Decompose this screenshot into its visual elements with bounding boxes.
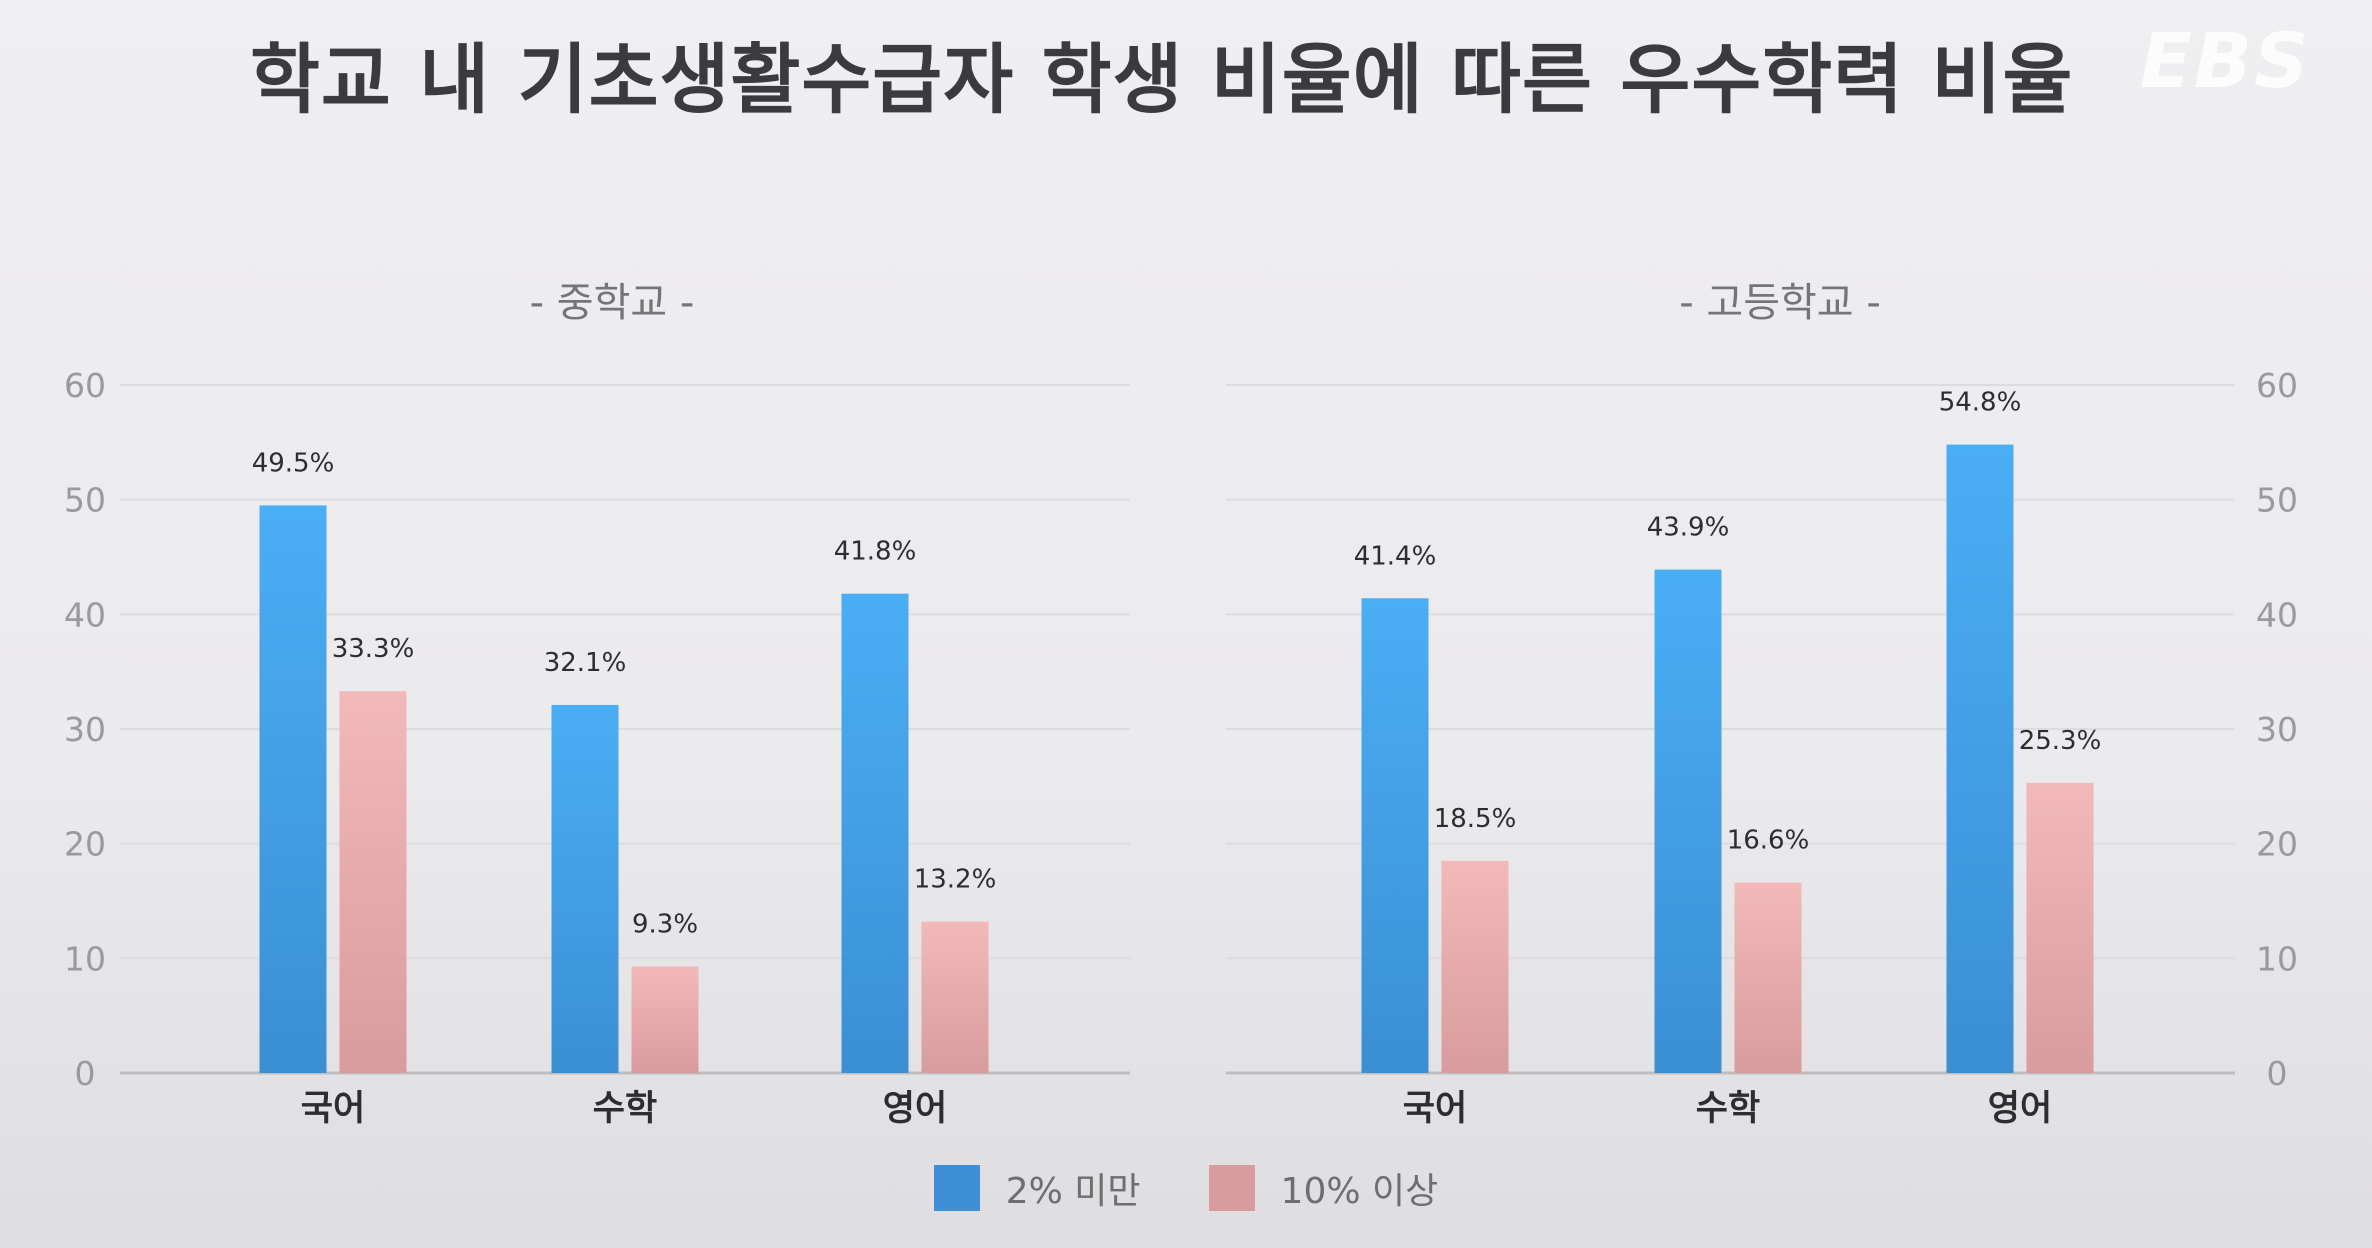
legend-swatch-pink — [1208, 1165, 1255, 1211]
bar-10pct-over — [921, 921, 989, 1073]
data-label: 9.3% — [632, 909, 698, 939]
data-label: 43.9% — [1647, 513, 1730, 543]
x-category-label: 수학 — [1696, 1089, 1760, 1129]
legend-label: 10% 이상 — [1280, 1171, 1439, 1212]
data-label: 18.5% — [1434, 804, 1517, 834]
bar-2pct-under — [259, 505, 327, 1073]
y-tick-label: 50 — [2256, 481, 2298, 520]
x-category-label: 영어 — [883, 1089, 947, 1129]
y-tick-label: 30 — [2256, 710, 2298, 749]
page-title: 학교 내 기초생활수급자 학생 비율에 따른 우수학력 비율 — [250, 35, 2074, 124]
data-label: 54.8% — [1939, 388, 2022, 418]
data-label: 32.1% — [544, 648, 627, 678]
data-label: 16.6% — [1727, 826, 1810, 856]
y-tick-label: 60 — [2256, 366, 2298, 405]
bar-2pct-under — [841, 593, 909, 1073]
data-label: 33.3% — [332, 634, 415, 664]
data-label: 41.8% — [834, 537, 917, 567]
data-label: 13.2% — [914, 865, 997, 895]
y-tick-label: 0 — [2267, 1054, 2288, 1093]
bar-10pct-over — [1441, 860, 1509, 1073]
y-tick-label: 20 — [2256, 825, 2298, 864]
bar-2pct-under — [1654, 569, 1722, 1073]
y-tick-label: 60 — [64, 366, 106, 405]
y-tick-label: 50 — [64, 481, 106, 520]
data-label: 49.5% — [252, 448, 335, 478]
bar-2pct-under — [1361, 598, 1429, 1073]
bar-10pct-over — [631, 966, 699, 1073]
data-label: 25.3% — [2019, 726, 2102, 756]
y-tick-label: 10 — [2256, 939, 2298, 978]
legend-item-series1: 2% 미만 — [933, 1162, 1141, 1214]
panel-title: - 중학교 - — [530, 280, 695, 326]
x-category-label: 수학 — [593, 1089, 657, 1129]
y-tick-label: 30 — [64, 710, 106, 749]
y-tick-label: 0 — [75, 1054, 96, 1093]
bar-2pct-under — [551, 704, 619, 1073]
x-category-label: 국어 — [301, 1089, 365, 1129]
bar-10pct-over — [339, 691, 407, 1073]
y-tick-label: 10 — [64, 939, 106, 978]
legend: 2% 미만 10% 이상 — [0, 1162, 2372, 1214]
legend-item-series2: 10% 이상 — [1208, 1162, 1439, 1214]
y-tick-label: 20 — [64, 825, 106, 864]
bar-10pct-over — [2026, 782, 2094, 1073]
legend-swatch-blue — [933, 1165, 980, 1211]
x-category-label: 국어 — [1403, 1089, 1467, 1129]
x-category-label: 영어 — [1988, 1089, 2052, 1129]
legend-label: 2% 미만 — [1005, 1171, 1141, 1212]
y-tick-label: 40 — [64, 595, 106, 634]
panel-title: - 고등학교 - — [1679, 280, 1881, 326]
bar-10pct-over — [1734, 882, 1802, 1073]
y-tick-label: 40 — [2256, 595, 2298, 634]
bar-2pct-under — [1946, 444, 2014, 1073]
ebs-logo: EBS — [2140, 16, 2311, 105]
data-label: 41.4% — [1354, 541, 1437, 571]
